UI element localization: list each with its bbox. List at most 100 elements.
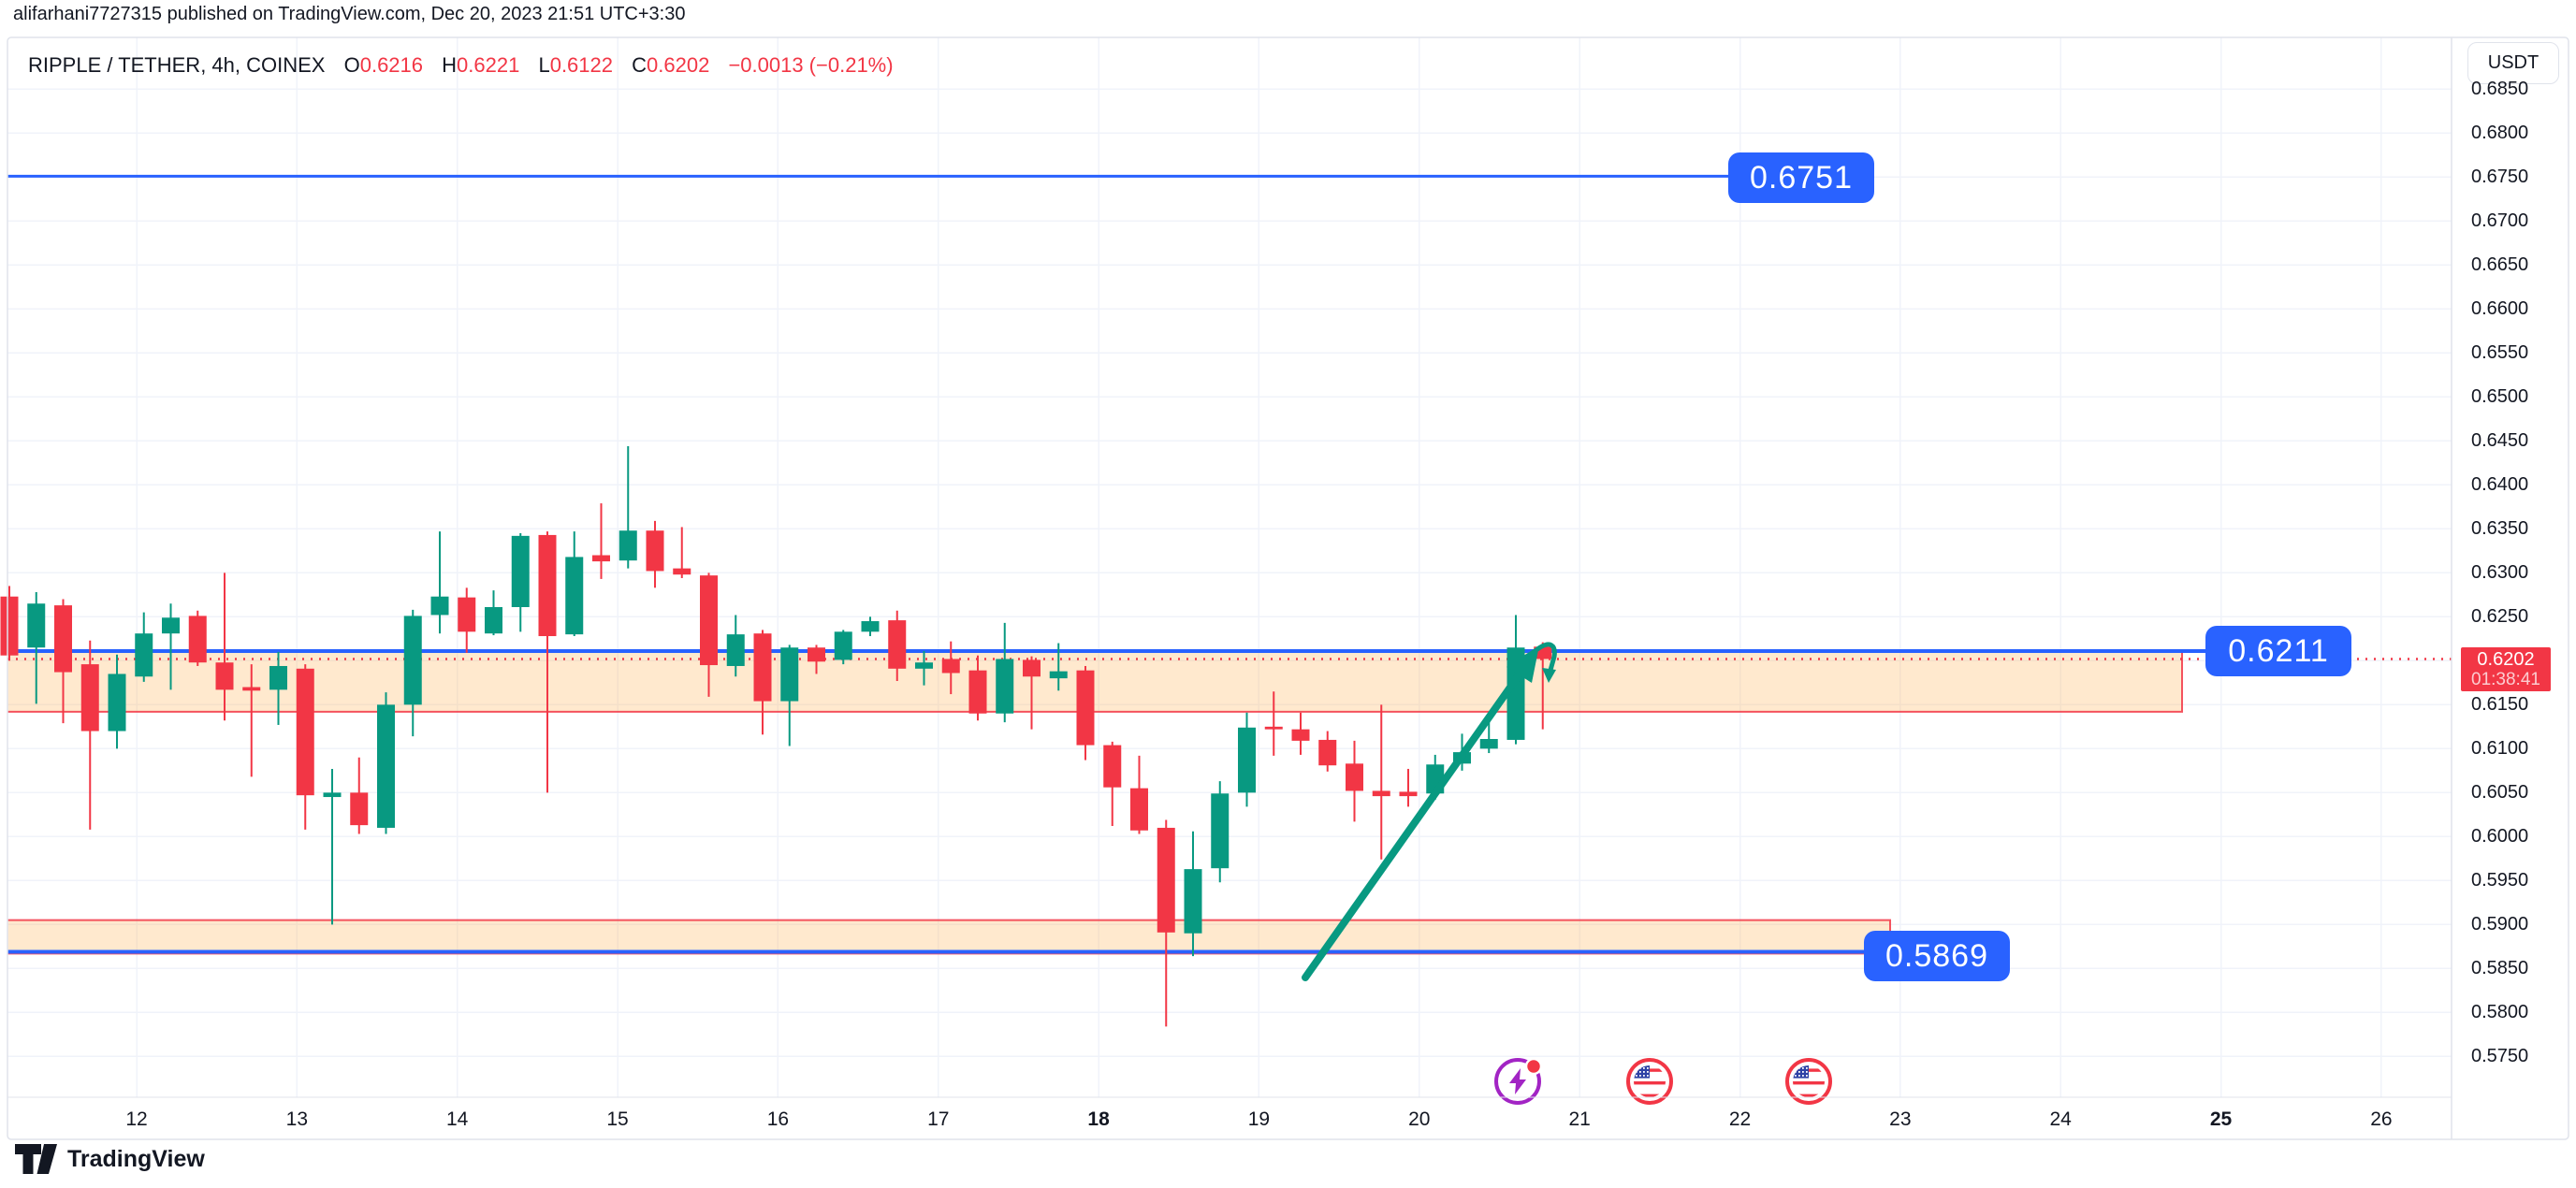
symbol-legend: RIPPLE / TETHER, 4h, COINEX O0.6216 H0.6… xyxy=(28,51,894,80)
last-price-value: 0.6202 xyxy=(2477,649,2535,670)
time-axis-label-16: 16 xyxy=(766,1108,790,1130)
level-label-0.6751[interactable]: 0.6751 xyxy=(1728,152,1874,203)
candle xyxy=(269,665,287,690)
open-value: 0.6216 xyxy=(359,53,424,77)
candle xyxy=(1130,788,1148,831)
candle xyxy=(565,557,584,635)
price-tick-label: 0.5750 xyxy=(2471,1046,2529,1067)
candle xyxy=(135,633,153,677)
economic-event-bolt[interactable] xyxy=(1494,1057,1543,1105)
time-axis-label-18: 18 xyxy=(1087,1108,1110,1130)
us-flag-event[interactable] xyxy=(1785,1058,1832,1105)
close-label: C xyxy=(632,53,648,77)
price-tick-label: 0.6650 xyxy=(2471,254,2529,276)
attribution-bar: alifarhani7727315 published on TradingVi… xyxy=(13,4,686,24)
candle xyxy=(1076,670,1095,746)
price-tick-label: 0.6700 xyxy=(2471,210,2529,232)
price-tick-label: 0.6350 xyxy=(2471,518,2529,540)
tradingview-logo-text: TradingView xyxy=(67,1145,205,1172)
candle xyxy=(646,530,664,572)
candle xyxy=(215,662,234,690)
candle xyxy=(700,575,718,666)
time-axis-label-14: 14 xyxy=(446,1108,469,1130)
tradingview-logo-icon xyxy=(15,1144,57,1174)
time-axis-label-17: 17 xyxy=(927,1108,950,1130)
price-tick-label: 0.6150 xyxy=(2471,694,2529,716)
price-tick-label: 0.6100 xyxy=(2471,738,2529,760)
tradingview-logo[interactable]: TradingView xyxy=(15,1143,205,1175)
time-axis-label-13: 13 xyxy=(285,1108,309,1130)
price-tick-label: 0.6000 xyxy=(2471,826,2529,848)
candle xyxy=(350,792,369,826)
candle xyxy=(1318,739,1337,766)
level-label-0.6211[interactable]: 0.6211 xyxy=(2205,626,2351,676)
price-tick-label: 0.6750 xyxy=(2471,167,2529,188)
price-zone[interactable] xyxy=(7,651,2182,712)
bar-countdown: 01:38:41 xyxy=(2471,670,2540,689)
candle xyxy=(188,616,207,663)
candle xyxy=(162,617,180,634)
candle xyxy=(1479,739,1498,749)
time-axis-label-24: 24 xyxy=(2049,1108,2072,1130)
candle xyxy=(296,668,314,796)
level-label-0.5869[interactable]: 0.5869 xyxy=(1864,931,2010,981)
open-label: O xyxy=(343,53,360,77)
candle xyxy=(996,659,1014,714)
candle xyxy=(1372,790,1390,797)
candle xyxy=(1291,729,1310,741)
candle xyxy=(0,596,19,656)
candle xyxy=(861,621,880,632)
price-tick-label: 0.5950 xyxy=(2471,870,2529,891)
candle xyxy=(673,568,691,575)
candle xyxy=(968,670,987,714)
candle xyxy=(941,659,960,674)
time-axis-label-26: 26 xyxy=(2370,1108,2393,1130)
time-axis-label-22: 22 xyxy=(1728,1108,1752,1130)
price-tick-label: 0.6250 xyxy=(2471,606,2529,628)
price-scale-currency-button[interactable]: USDT xyxy=(2467,42,2559,84)
time-axis-label-25: 25 xyxy=(2209,1108,2233,1130)
time-axis-label-21: 21 xyxy=(1568,1108,1591,1130)
us-flag-event[interactable] xyxy=(1626,1058,1673,1105)
low-label: L xyxy=(538,53,550,77)
candle xyxy=(403,616,422,705)
candle xyxy=(1023,659,1041,677)
candle xyxy=(592,555,610,562)
candle xyxy=(108,674,126,732)
candle xyxy=(1157,827,1175,933)
candle xyxy=(1399,791,1418,797)
high-value: 0.6221 xyxy=(457,53,520,77)
price-tick-label: 0.6300 xyxy=(2471,562,2529,584)
candle xyxy=(458,597,476,632)
price-tick-label: 0.6600 xyxy=(2471,298,2529,320)
price-tick-label: 0.6450 xyxy=(2471,430,2529,452)
candle xyxy=(323,792,342,798)
candle xyxy=(888,620,907,669)
price-tick-label: 0.5800 xyxy=(2471,1002,2529,1023)
candle xyxy=(915,662,933,669)
time-axis-label-20: 20 xyxy=(1408,1108,1431,1130)
change-value: −0.0013 (−0.21%) xyxy=(728,53,894,77)
chart-panel-border xyxy=(7,36,2569,1140)
price-tick-label: 0.6400 xyxy=(2471,474,2529,496)
candle xyxy=(1049,671,1068,679)
time-axis-label-23: 23 xyxy=(1889,1108,1912,1130)
candle xyxy=(726,634,745,666)
low-value: 0.6122 xyxy=(549,53,613,77)
candle xyxy=(80,664,99,732)
trend-arrow-drawing[interactable] xyxy=(1302,642,1557,981)
price-tick-label: 0.6500 xyxy=(2471,386,2529,408)
candle xyxy=(1211,793,1230,869)
candle xyxy=(619,530,637,561)
candle xyxy=(485,607,502,634)
candle xyxy=(1238,727,1256,793)
time-axis-label-15: 15 xyxy=(606,1108,629,1130)
close-value: 0.6202 xyxy=(647,53,710,77)
price-tick-label: 0.6850 xyxy=(2471,79,2529,100)
candle xyxy=(538,534,557,637)
price-zone[interactable] xyxy=(7,920,1890,954)
candle xyxy=(430,596,449,616)
candle xyxy=(377,704,395,828)
candle xyxy=(808,647,825,662)
